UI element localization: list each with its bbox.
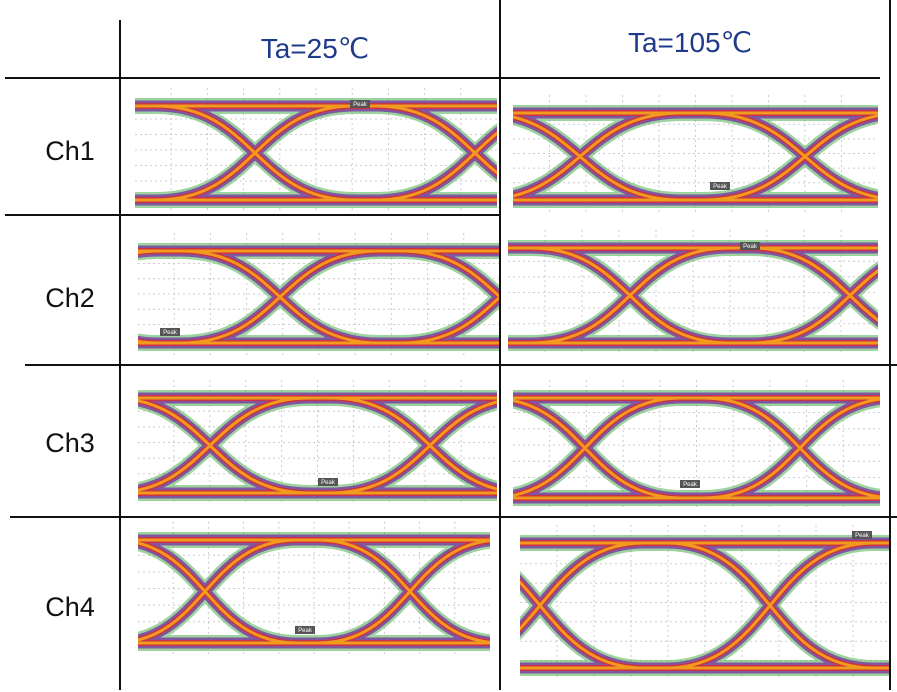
marker-label: Peak [298, 628, 313, 634]
row-label: Ch2 [45, 283, 95, 313]
row-label: Ch3 [45, 428, 95, 458]
marker-label: Peak [321, 480, 336, 486]
marker-label: Peak [683, 482, 698, 488]
header-cell: Ta=25℃ [261, 33, 370, 64]
eye-table: PeakPeakPeakPeakPeakPeakPeakPeak Ta=25℃ … [0, 0, 897, 692]
marker-label: Peak [163, 330, 178, 336]
row-label: Ch4 [45, 592, 95, 622]
page: PeakPeakPeakPeakPeakPeakPeakPeak Ta=25℃ … [0, 0, 897, 692]
marker-label: Peak [855, 533, 870, 539]
row-label: Ch1 [45, 136, 95, 166]
marker-label: Peak [743, 244, 758, 250]
eye-diagrams: Peak Peak Peak Peak Peak Peak Peak Peak [0, 88, 897, 680]
marker-label: Peak [713, 184, 728, 190]
marker-label: Peak [353, 102, 368, 108]
header-cell: Ta=105℃ [628, 27, 752, 58]
